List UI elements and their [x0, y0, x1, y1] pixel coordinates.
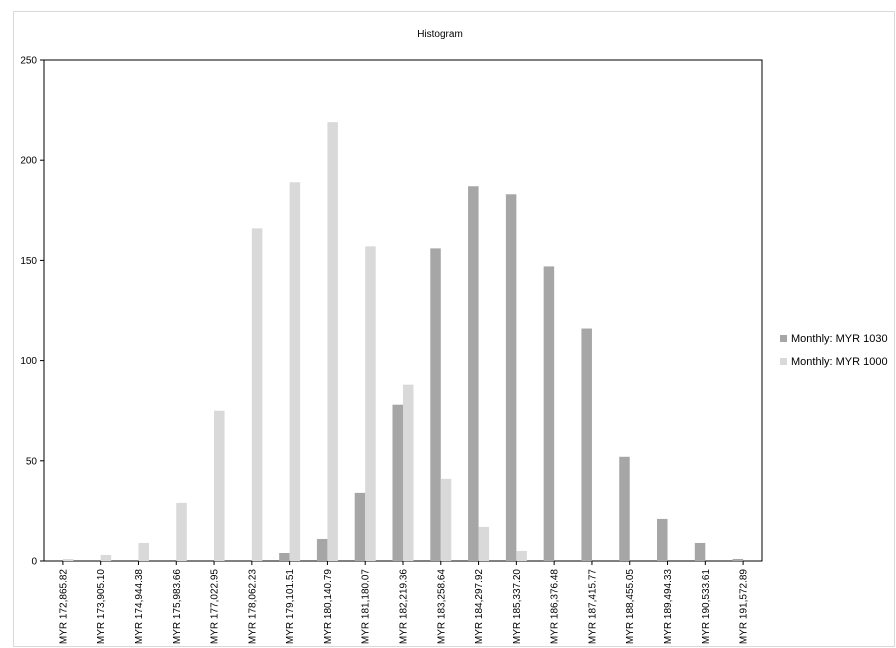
- x-tick-label: MYR 178,062.23: [247, 569, 258, 644]
- bar-myr-1000: [365, 246, 376, 561]
- chart-frame: [13, 11, 895, 647]
- bar-myr-1000: [478, 526, 490, 561]
- bar-myr-1000: [289, 182, 301, 561]
- x-tick-label: MYR 179,101.51: [285, 569, 296, 644]
- bar-myr-1030: [505, 194, 517, 561]
- y-tick-label: 150: [20, 256, 37, 267]
- x-tick-label: MYR 190,533.61: [701, 569, 712, 644]
- bar-myr-1000: [327, 122, 338, 562]
- y-tick-label: 250: [20, 56, 37, 67]
- y-tick-label: 200: [20, 156, 37, 167]
- x-tick-label: MYR 177,022.95: [210, 569, 221, 644]
- bar-myr-1000: [516, 550, 527, 561]
- x-tick-label: MYR 184,297.92: [474, 569, 485, 644]
- x-axis-ticks: MYR 172,865.82 MYR 173,905.10 MYR 174,944.…: [58, 561, 750, 644]
- bar-myr-1000: [251, 228, 263, 561]
- x-tick-label: MYR 172,865.82: [58, 569, 69, 644]
- legend: Monthly: MYR 1030 Monthly: MYR 1000: [780, 333, 888, 368]
- bar-myr-1000: [403, 384, 414, 561]
- x-tick-label: MYR 183,258.64: [436, 569, 447, 644]
- legend-swatch: [780, 358, 787, 365]
- bars-group: [62, 122, 744, 562]
- y-tick-label: 100: [20, 356, 37, 367]
- chart-title: Histogram: [417, 29, 463, 40]
- x-tick-label: MYR 188,455.05: [625, 569, 636, 644]
- bar-myr-1030: [543, 266, 555, 561]
- legend-label: Monthly: MYR 1000: [791, 356, 888, 368]
- y-tick-label: 50: [26, 456, 38, 467]
- bar-myr-1030: [657, 518, 668, 561]
- bar-myr-1000: [440, 478, 452, 561]
- bar-myr-1030: [316, 538, 328, 561]
- bar-myr-1030: [430, 248, 441, 561]
- x-tick-label: MYR 187,415.77: [587, 569, 598, 644]
- bar-myr-1000: [100, 554, 112, 561]
- bar-myr-1000: [214, 410, 225, 561]
- y-tick-label: 0: [31, 557, 37, 568]
- legend-swatch: [780, 335, 787, 342]
- bar-myr-1030: [581, 328, 592, 561]
- y-axis-ticks: 0 50 100 150 200 250: [20, 56, 44, 568]
- x-tick-label: MYR 185,337.20: [512, 569, 523, 644]
- bar-myr-1030: [392, 404, 403, 561]
- bar-myr-1000: [62, 558, 74, 561]
- x-tick-label: MYR 186,376.48: [550, 569, 561, 644]
- x-tick-label: MYR 182,219.36: [399, 569, 410, 644]
- x-tick-label: MYR 191,572.89: [739, 569, 750, 644]
- x-tick-label: MYR 180,140.79: [323, 569, 334, 644]
- bar-myr-1000: [138, 542, 149, 561]
- x-tick-label: MYR 181,180.07: [361, 569, 372, 644]
- x-tick-label: MYR 175,983.66: [172, 569, 183, 644]
- bar-myr-1030: [732, 558, 744, 561]
- x-tick-label: MYR 174,944.38: [134, 569, 145, 644]
- bar-myr-1000: [176, 502, 187, 561]
- x-tick-label: MYR 173,905.10: [96, 569, 107, 644]
- bar-myr-1030: [694, 542, 706, 561]
- legend-label: Monthly: MYR 1030: [791, 333, 888, 345]
- x-tick-label: MYR 189,494.33: [663, 569, 674, 644]
- bar-myr-1030: [354, 492, 366, 561]
- bar-myr-1030: [279, 552, 290, 561]
- bar-myr-1030: [619, 456, 630, 561]
- bar-myr-1030: [468, 186, 479, 561]
